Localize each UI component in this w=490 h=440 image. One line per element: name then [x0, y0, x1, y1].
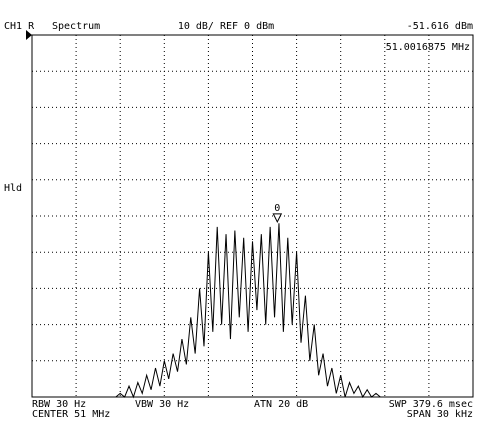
center-label: CENTER 51 MHz	[32, 409, 110, 420]
channel: CH1 R	[4, 21, 35, 32]
marker	[272, 213, 283, 223]
marker-value: -51.616 dBm	[407, 21, 473, 32]
setting: RBW 30 Hz	[32, 399, 86, 410]
trace	[32, 223, 473, 399]
title: Spectrum	[52, 21, 100, 32]
reference-pointer	[26, 30, 32, 40]
status: Hld	[4, 183, 22, 194]
setting: VBW 30 Hz	[135, 399, 189, 410]
plot-frame	[31, 34, 474, 398]
scale-label: 10 dB/ REF 0 dBm	[178, 21, 274, 32]
marker-frequency: 51.0016875 MHz	[386, 42, 470, 53]
setting: ATN 20 dB	[254, 399, 308, 410]
setting: SWP 379.6 msec	[389, 399, 473, 410]
marker-name: 0	[274, 203, 280, 214]
span-label: SPAN 30 kHz	[407, 409, 473, 420]
